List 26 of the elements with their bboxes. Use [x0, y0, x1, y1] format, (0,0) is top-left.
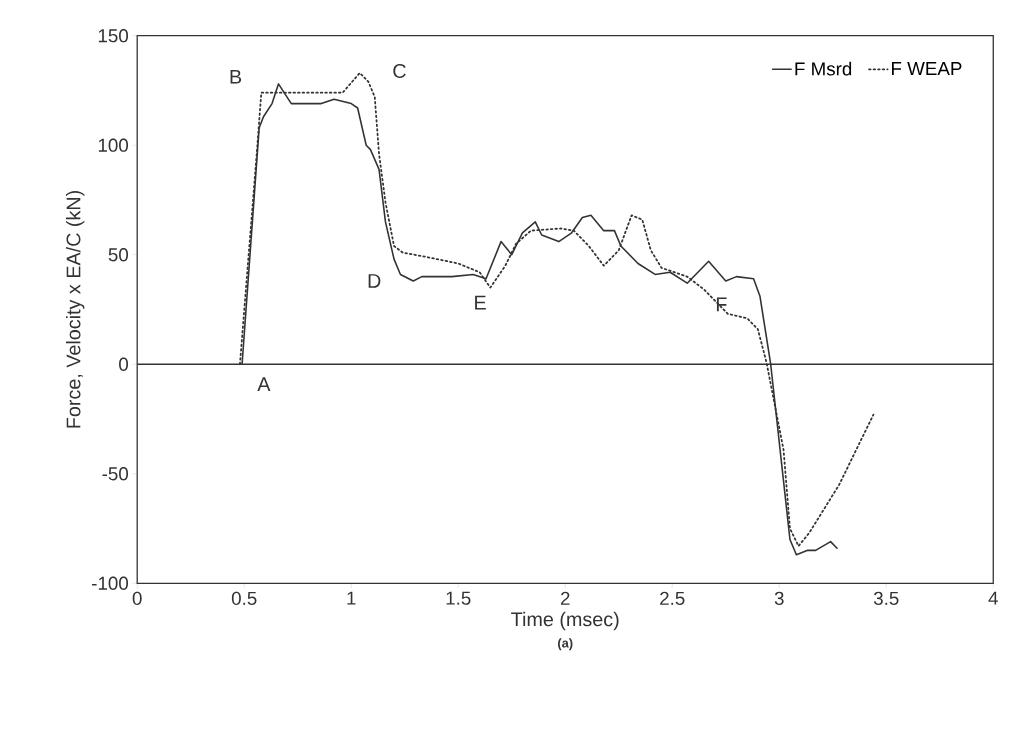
annotation: F [716, 297, 727, 312]
x-tick-label: 2.5 [660, 591, 685, 605]
y-axis-title: Force, Velocity x EA/C (kN) [65, 190, 85, 428]
x-axis-title: Time (msec) [511, 611, 619, 631]
y-tick-label: 0 [119, 357, 129, 371]
annotation: E [475, 295, 486, 310]
legend-label: F Msrd [795, 61, 852, 76]
legend-label: F WEAP [892, 62, 962, 75]
y-tick-label: 100 [98, 138, 129, 152]
annotation: D [368, 274, 381, 288]
annotation: C [393, 63, 406, 78]
x-tick-label: 3.5 [873, 591, 899, 605]
y-tick-label: 150 [98, 29, 129, 43]
y-tick-label: -100 [92, 576, 129, 590]
y-tick-label: 50 [108, 248, 129, 262]
x-tick-label: 1 [347, 591, 356, 605]
x-tick-label: 3 [774, 591, 784, 605]
x-tick-label: 2 [560, 591, 570, 605]
x-tick-label: 1.5 [446, 591, 471, 605]
annotation: A [257, 377, 271, 391]
x-tick-label: 0 [132, 591, 142, 605]
x-tick-label: 0.5 [231, 591, 257, 605]
text: (a) [558, 638, 573, 651]
x-tick-label: 4 [988, 591, 998, 605]
annotation: B [230, 69, 242, 84]
y-tick-label: -50 [102, 467, 129, 481]
